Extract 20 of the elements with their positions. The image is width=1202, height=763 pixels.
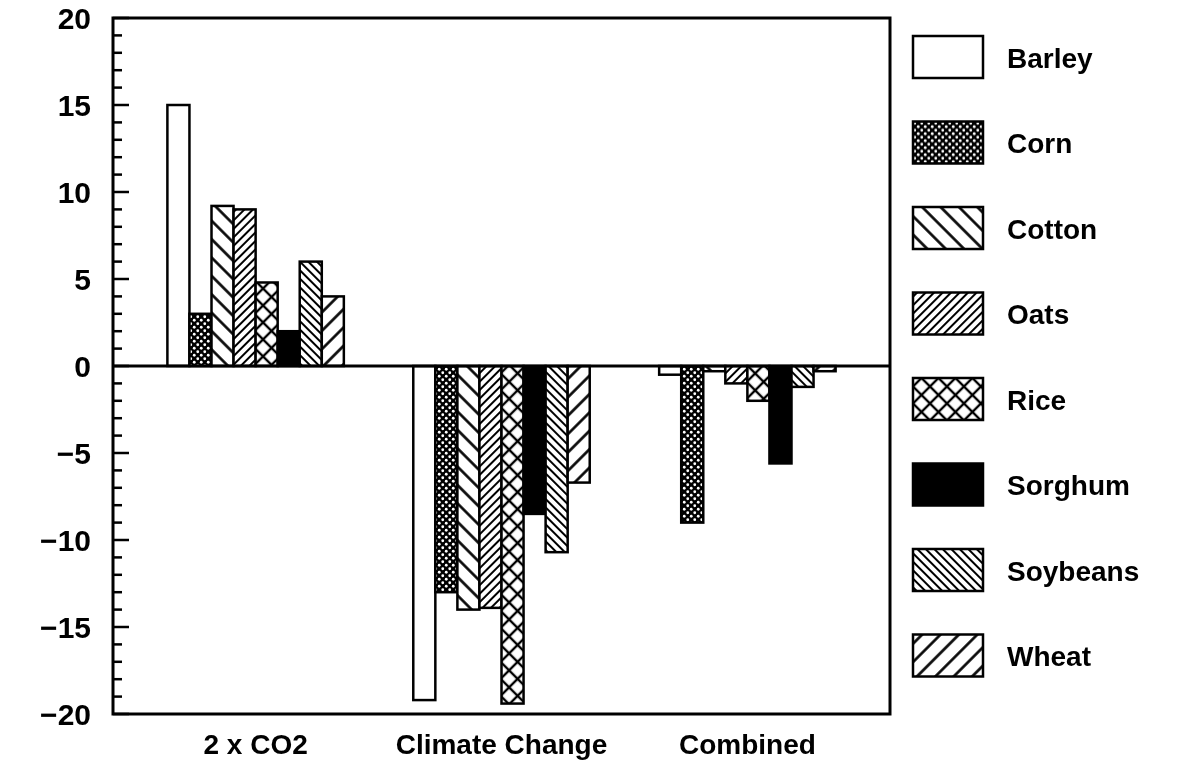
y-tick-label: −10 [40, 523, 91, 557]
legend-label: Cotton [1007, 213, 1098, 245]
legend-label: Wheat [1007, 641, 1091, 672]
y-tick-label: −20 [40, 697, 91, 731]
legend-label: Sorghum [1007, 470, 1130, 501]
legend-label: Soybeans [1007, 555, 1140, 587]
y-tick-label: 0 [74, 349, 91, 383]
x-tick-label: Climate Change [395, 729, 608, 760]
y-tick-label: −5 [56, 436, 91, 470]
y-tick-label: −15 [40, 610, 91, 644]
y-tick-label: 10 [57, 175, 91, 209]
legend-label: Barley [1007, 42, 1094, 74]
legend-label: Rice [1007, 384, 1067, 416]
x-tick-label: Combined [678, 729, 816, 760]
y-tick-label: 20 [57, 1, 91, 35]
legend-label: Oats [1007, 299, 1070, 330]
x-tick-label: 2 x CO2 [203, 729, 308, 760]
legend-label: Corn [1007, 128, 1073, 159]
y-tick-label: 15 [57, 88, 91, 122]
y-tick-label: 5 [74, 262, 91, 296]
